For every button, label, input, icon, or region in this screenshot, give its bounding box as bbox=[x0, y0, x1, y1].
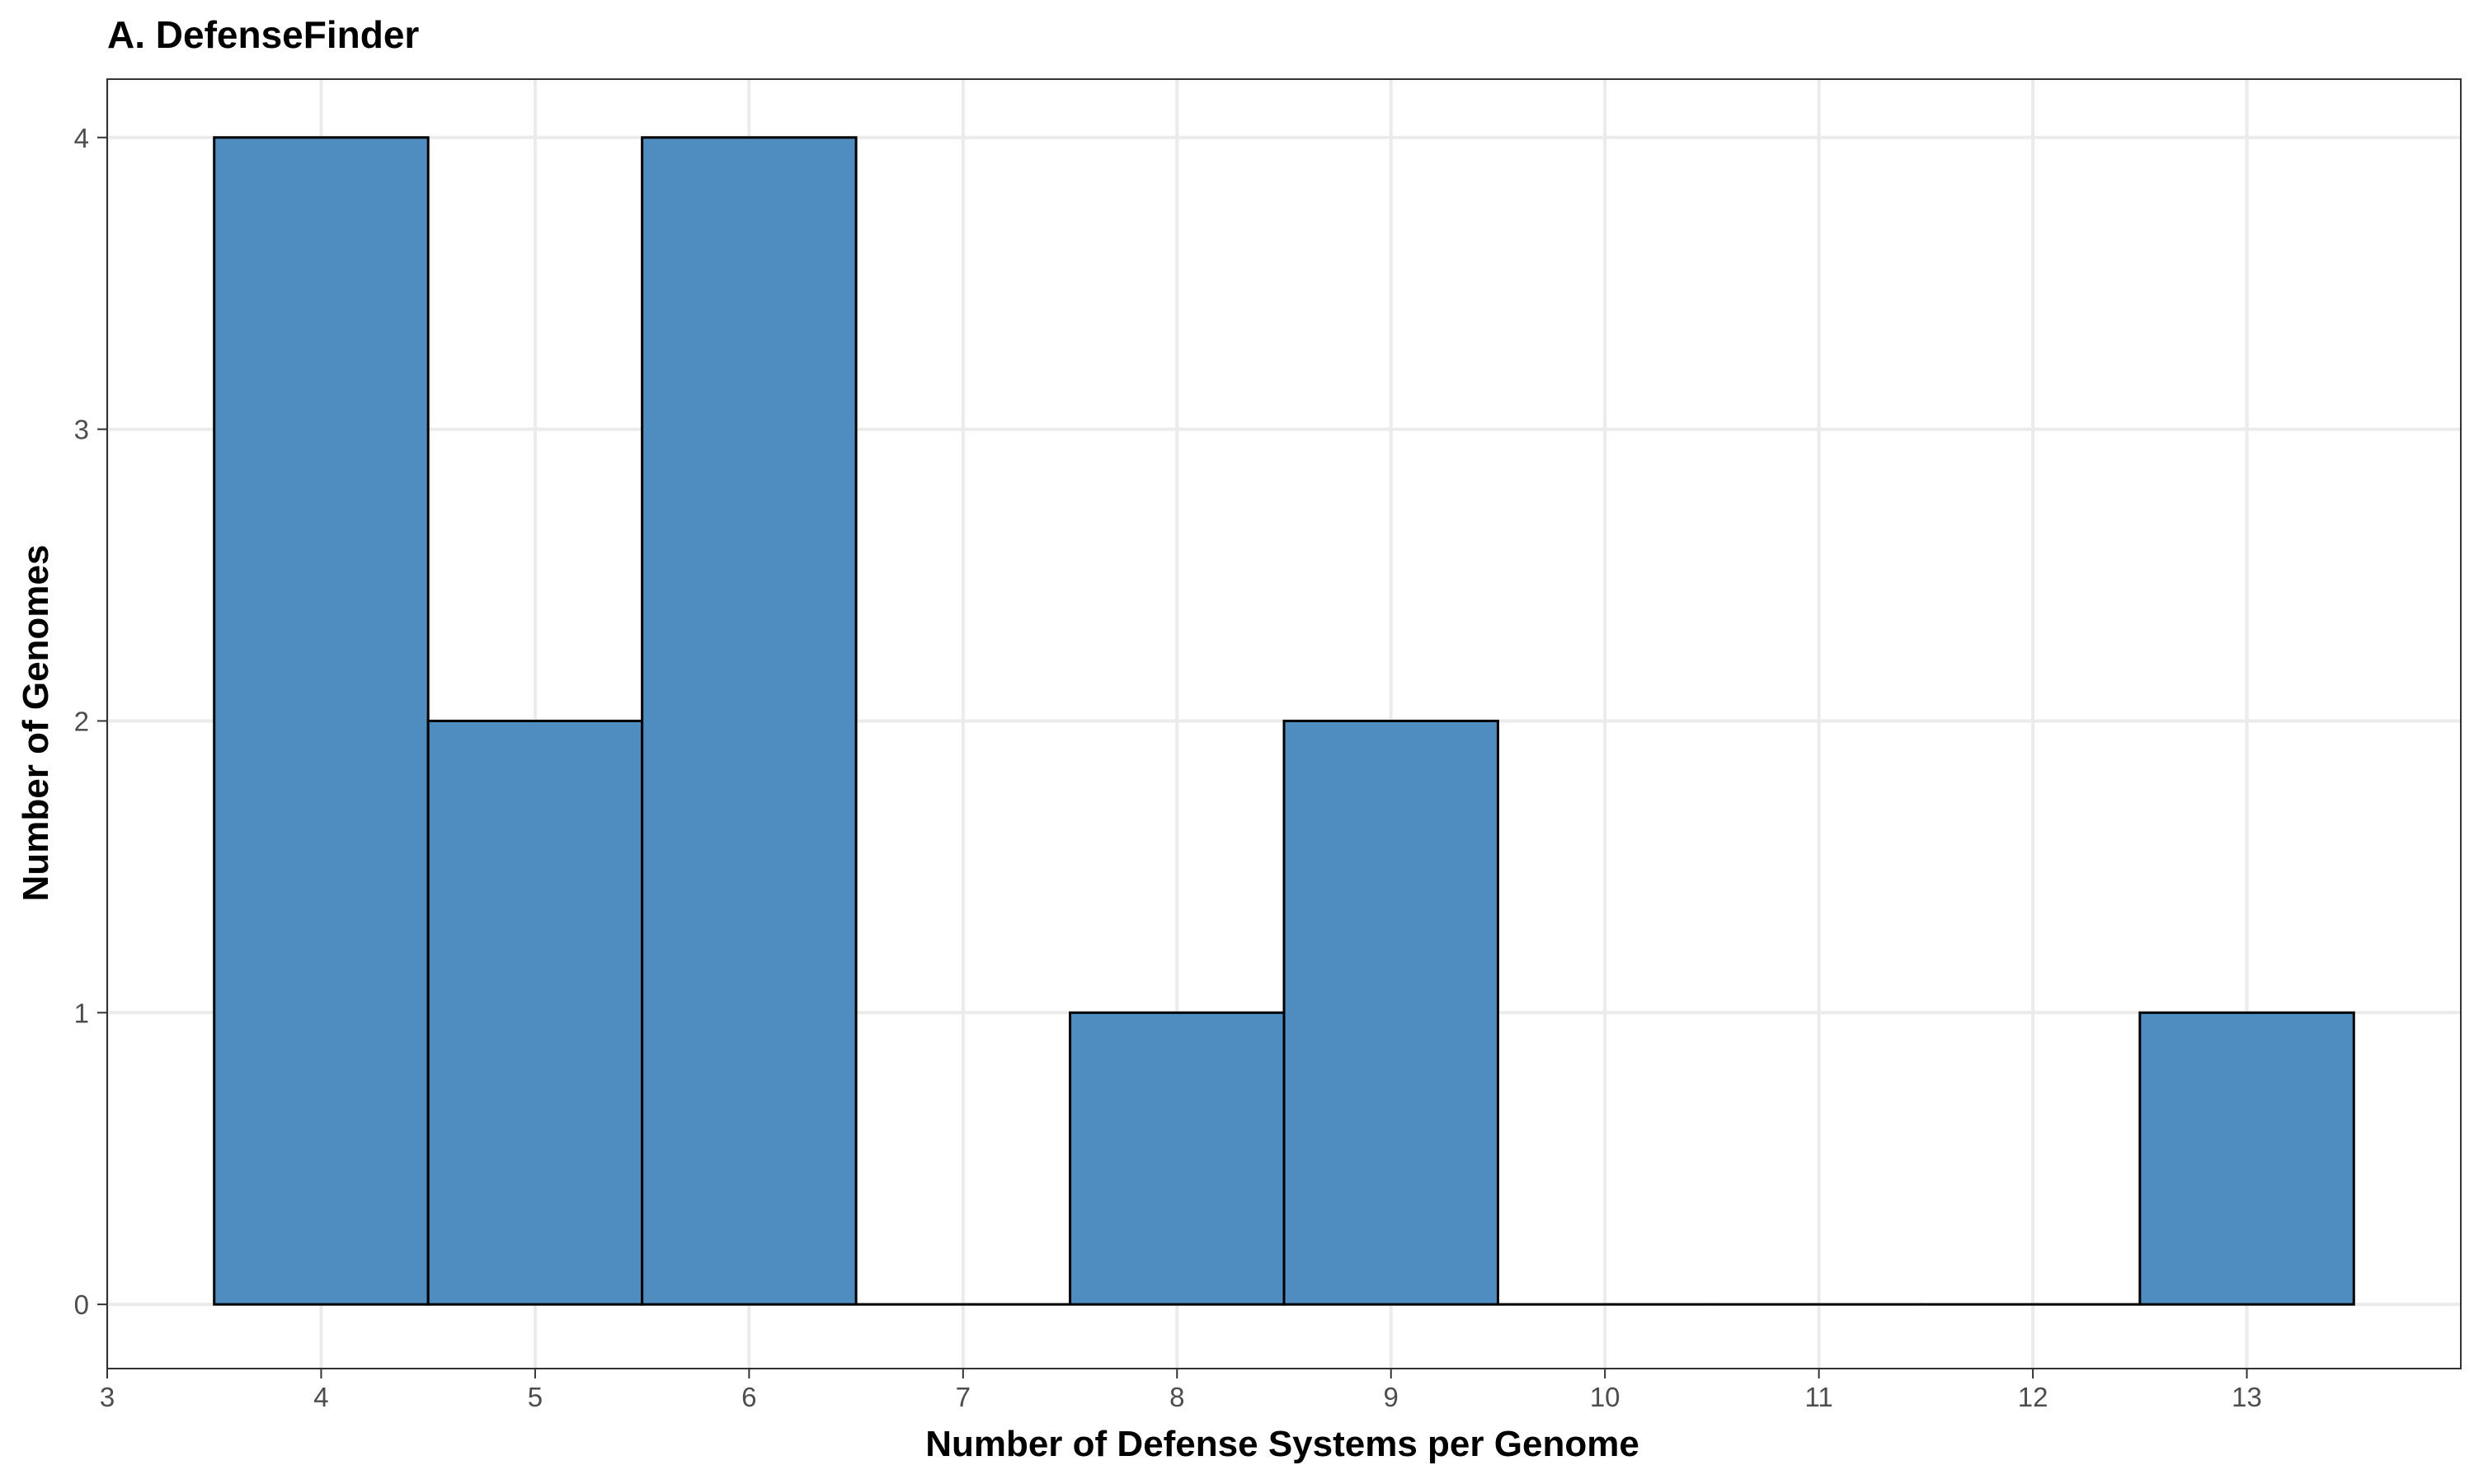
y-tick-label: 0 bbox=[74, 1289, 89, 1320]
x-tick-label: 10 bbox=[1590, 1382, 1620, 1412]
x-tick-label: 4 bbox=[313, 1382, 328, 1412]
histogram-bar-9 bbox=[1282, 719, 1499, 1306]
histogram-bar-6 bbox=[641, 136, 858, 1306]
plot-panel-border bbox=[106, 78, 2462, 1369]
y-tick-label: 1 bbox=[74, 998, 89, 1028]
x-tick-label: 12 bbox=[2018, 1382, 2048, 1412]
x-tick-label: 3 bbox=[100, 1382, 115, 1412]
x-tick-label: 11 bbox=[1805, 1382, 1833, 1412]
y-tick-label: 2 bbox=[74, 706, 89, 736]
x-tick-label: 8 bbox=[1169, 1382, 1184, 1412]
y-tick-label: 4 bbox=[74, 123, 89, 153]
y-tick-label: 3 bbox=[74, 415, 89, 445]
chart-title: A. DefenseFinder bbox=[107, 13, 419, 56]
x-tick-label: 6 bbox=[741, 1382, 756, 1412]
histogram-bar-5 bbox=[426, 719, 644, 1306]
x-tick-label: 13 bbox=[2232, 1382, 2262, 1412]
y-axis-title: Number of Genomes bbox=[16, 545, 56, 902]
histogram-bar-13 bbox=[2138, 1011, 2355, 1306]
x-tick-label: 7 bbox=[956, 1382, 971, 1412]
bars bbox=[213, 136, 2355, 1306]
x-axis-title: Number of Defense Systems per Genome bbox=[925, 1424, 1639, 1464]
histogram-bar-8 bbox=[1069, 1011, 1286, 1306]
x-tick-label: 5 bbox=[528, 1382, 543, 1412]
x-axis: 3 4 5 6 7 8 9 10 11 12 13 bbox=[100, 1369, 2262, 1412]
histogram-bar-4 bbox=[213, 136, 430, 1306]
x-tick-label: 9 bbox=[1384, 1382, 1399, 1412]
y-axis: 0 1 2 3 4 bbox=[74, 123, 107, 1320]
